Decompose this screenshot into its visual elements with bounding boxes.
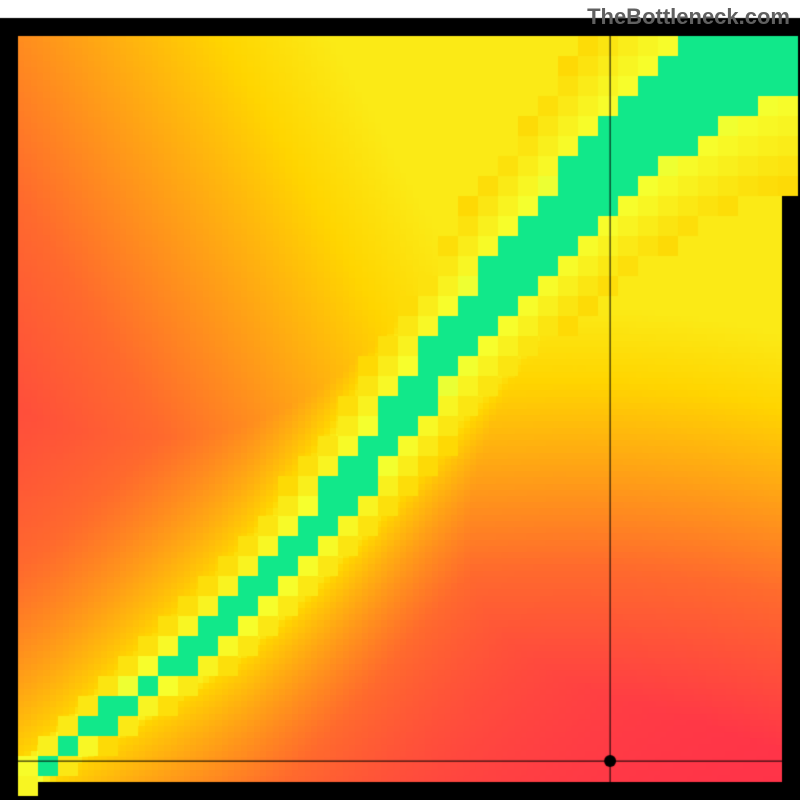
bottleneck-heatmap: [0, 0, 800, 800]
watermark-text: TheBottleneck.com: [587, 4, 790, 30]
